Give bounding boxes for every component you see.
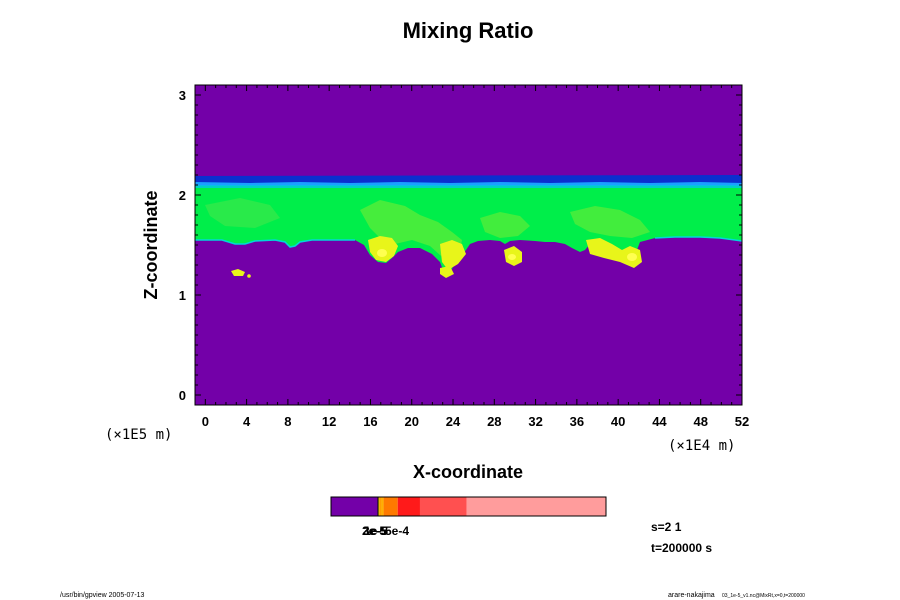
isolated-cell — [231, 269, 245, 276]
footer-left: /usr/bin/gpview 2005-07-13 — [60, 592, 145, 599]
y-axis-label: Z-coordinate — [141, 190, 161, 299]
x-tick-label: 20 — [405, 414, 419, 429]
top-band-edge — [195, 185, 742, 188]
colorbar-segment — [379, 497, 382, 516]
spot-3 — [627, 253, 637, 261]
spot-2 — [508, 254, 516, 260]
step-info: s=2 1 — [651, 520, 682, 534]
y-tick-label: 2 — [179, 188, 186, 203]
layer-shading-3 — [570, 206, 650, 238]
colorbar-label-1: 2e-5 — [362, 524, 386, 538]
colorbar-segment — [466, 497, 606, 516]
x-tick-label: 36 — [570, 414, 584, 429]
layer-shading-4 — [205, 198, 280, 228]
colorbar-segment — [381, 497, 384, 516]
footer-right: arare-nakajima — [668, 592, 715, 599]
colorbar-segment — [397, 497, 420, 516]
x-tick-label: 48 — [693, 414, 707, 429]
colorbar-segment — [383, 497, 398, 516]
x-axis-ticks: 0 4 8 12 16 20 24 28 32 36 40 44 48 52 — [202, 85, 749, 429]
x-tick-label: 12 — [322, 414, 336, 429]
plot-area — [195, 85, 742, 405]
layer-edge — [195, 239, 355, 248]
colorbar-label-2: 3e-5 — [363, 524, 387, 538]
layer-shading-2 — [480, 212, 530, 238]
time-info: t=200000 s — [651, 541, 712, 555]
chart-title: Mixing Ratio — [403, 18, 534, 43]
colorbar — [331, 497, 606, 516]
x-axis-label: X-coordinate — [413, 462, 523, 482]
colorbar-segment — [378, 497, 380, 516]
colorbar-label-main: 5e-4 — [385, 524, 409, 538]
green-layer — [195, 181, 742, 274]
y-tick-label: 1 — [179, 288, 186, 303]
x-tick-label: 16 — [363, 414, 377, 429]
x-scale-label: (×1E4 m) — [668, 438, 735, 454]
top-band-dark — [195, 175, 742, 183]
x-tick-label: 40 — [611, 414, 625, 429]
x-tick-label: 4 — [243, 414, 251, 429]
x-tick-label: 52 — [735, 414, 749, 429]
colorbar-segment — [331, 497, 378, 516]
isolated-dot — [247, 274, 251, 278]
layer-edge-right — [654, 236, 742, 242]
layer-shading-1 — [360, 200, 462, 262]
x-tick-label: 32 — [528, 414, 542, 429]
colorbar-frame — [330, 496, 607, 517]
y-axis-ticks: 0 1 2 3 — [179, 88, 742, 403]
y-scale-label: (×1E5 m) — [105, 427, 172, 443]
x-tick-label: 24 — [446, 414, 461, 429]
x-tick-label: 0 — [202, 414, 209, 429]
colorbar-segment — [419, 497, 467, 516]
y-tick-label: 0 — [179, 388, 186, 403]
y-tick-label: 3 — [179, 88, 186, 103]
footer-right-small: 03_1e-5_v1.nc@MixRt,x=0,t=200000 — [722, 593, 805, 599]
x-tick-label: 28 — [487, 414, 501, 429]
spot-1 — [377, 249, 387, 257]
cell-1 — [368, 236, 398, 262]
x-tick-label: 8 — [284, 414, 291, 429]
cell-2 — [440, 240, 466, 270]
cell-5 — [440, 266, 454, 278]
colorbar-segment — [377, 497, 379, 516]
x-tick-label: 44 — [652, 414, 667, 429]
colorbar-label-3: 1e-5 — [364, 524, 388, 538]
cell-4 — [586, 238, 642, 268]
